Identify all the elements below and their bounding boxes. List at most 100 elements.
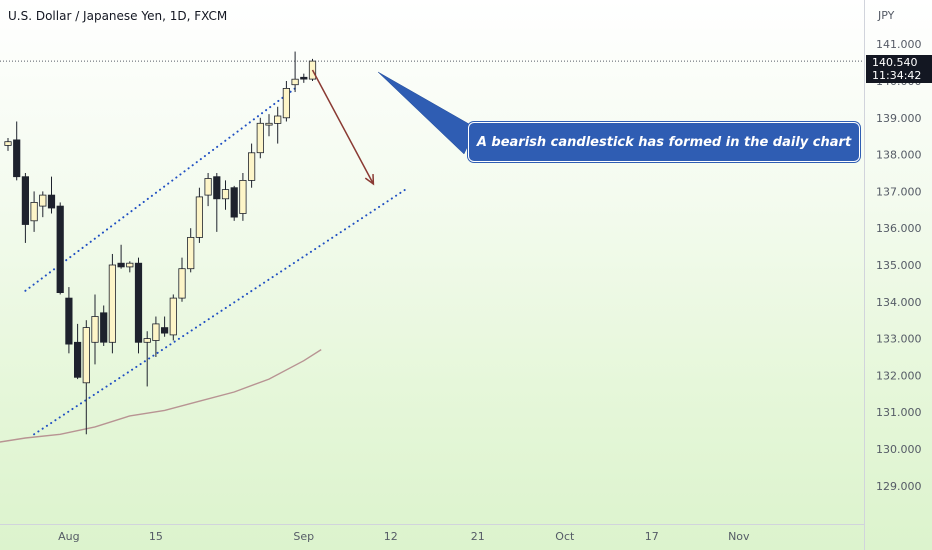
price-tick-label: 136.000 (876, 222, 922, 235)
candle[interactable] (91, 294, 99, 365)
candle[interactable] (178, 257, 186, 302)
price-tick-label: 132.000 (876, 369, 922, 382)
candle-body (204, 178, 212, 196)
price-tick-label: 135.000 (876, 259, 922, 272)
candle-body (160, 327, 169, 334)
candle-body (21, 176, 30, 225)
candle-body (291, 78, 299, 86)
candle-body (13, 139, 21, 178)
candle-body (30, 201, 38, 222)
candle-body (74, 341, 82, 378)
candle[interactable] (30, 191, 38, 232)
channel-upper-line[interactable] (24, 87, 297, 292)
candle-body (274, 115, 282, 124)
candle[interactable] (213, 173, 221, 232)
time-tick-label: Sep (293, 530, 314, 543)
time-tick-label: Oct (555, 530, 575, 543)
channel-lower-line[interactable] (33, 186, 410, 436)
candle[interactable] (152, 316, 160, 357)
candle-body (56, 205, 64, 294)
candle[interactable] (300, 73, 308, 83)
candle-body (169, 297, 177, 336)
price-tick-label: 138.000 (876, 149, 922, 162)
price-tick-label: 131.000 (876, 406, 922, 419)
candle-body (91, 316, 99, 343)
candle[interactable] (47, 176, 56, 214)
candle[interactable] (291, 51, 299, 93)
time-tick-label: 17 (645, 530, 659, 543)
candle-body (265, 122, 273, 126)
candle[interactable] (74, 323, 82, 380)
candle[interactable] (117, 244, 125, 269)
candle-body (230, 187, 238, 218)
candle[interactable] (160, 316, 169, 337)
candle-body (239, 179, 247, 214)
candle[interactable] (82, 320, 90, 435)
candle[interactable] (256, 117, 264, 159)
candle[interactable] (108, 253, 116, 354)
candle[interactable] (100, 305, 108, 346)
candle-body (134, 262, 143, 343)
price-tick-label: 133.000 (876, 333, 922, 346)
candle-body (82, 327, 90, 384)
price-tick-label: 137.000 (876, 185, 922, 198)
candle[interactable] (204, 173, 212, 207)
candle-body (213, 176, 221, 200)
forecast-arrow-line[interactable] (311, 69, 375, 185)
candle[interactable] (265, 114, 273, 137)
chart-title: U.S. Dollar / Japanese Yen, 1D, FXCM (8, 9, 228, 23)
price-tick-label: 134.000 (876, 296, 922, 309)
candle-body (195, 196, 203, 238)
time-tick-label: 12 (384, 530, 398, 543)
candle-body (143, 338, 151, 343)
candle-body (187, 236, 195, 270)
candle[interactable] (274, 106, 282, 144)
candle[interactable] (239, 173, 247, 221)
candle[interactable] (4, 138, 12, 151)
candle[interactable] (195, 187, 203, 243)
candle[interactable] (21, 173, 30, 243)
candle-body (282, 88, 291, 119)
candle-body (117, 262, 125, 268)
candle-body (65, 297, 73, 345)
time-tick-label: Nov (728, 530, 750, 543)
time-tick-label: 21 (471, 530, 485, 543)
forecast-arrowhead (364, 174, 375, 186)
time-tick-label: 15 (149, 530, 163, 543)
candle[interactable] (134, 257, 143, 354)
currency-label: JPY (878, 9, 895, 22)
candle[interactable] (13, 121, 21, 181)
annotation-text: A bearish candlestick has formed in the … (476, 134, 852, 150)
moving-average-line (0, 349, 322, 443)
candle[interactable] (143, 331, 151, 387)
candle[interactable] (221, 180, 230, 210)
current-price-badge[interactable]: 140.540 11:34:42 (866, 55, 932, 83)
candle-body (300, 76, 308, 80)
candle-body (4, 141, 12, 146)
annotation-callout[interactable]: A bearish candlestick has formed in the … (468, 122, 860, 162)
candle[interactable] (126, 261, 134, 273)
price-tick-label: 141.000 (876, 38, 922, 51)
candle-body (47, 194, 56, 209)
price-tick-label: 129.000 (876, 480, 922, 493)
candle-body (247, 152, 256, 181)
candle[interactable] (247, 143, 256, 188)
candle-body (256, 122, 264, 154)
candle-body (126, 262, 134, 268)
candle[interactable] (65, 287, 73, 354)
candle[interactable] (39, 191, 47, 218)
candle-body (108, 264, 116, 343)
candle[interactable] (169, 294, 177, 341)
candle-body (39, 194, 47, 207)
candle[interactable] (56, 202, 64, 295)
callout-pointer (377, 71, 477, 155)
candle[interactable] (230, 185, 238, 221)
candle[interactable] (282, 81, 291, 122)
candle[interactable] (187, 228, 195, 273)
candle-body (178, 268, 186, 299)
candle-body (152, 323, 160, 341)
price-tick-label: 139.000 (876, 112, 922, 125)
candle-countdown: 11:34:42 (872, 69, 922, 82)
